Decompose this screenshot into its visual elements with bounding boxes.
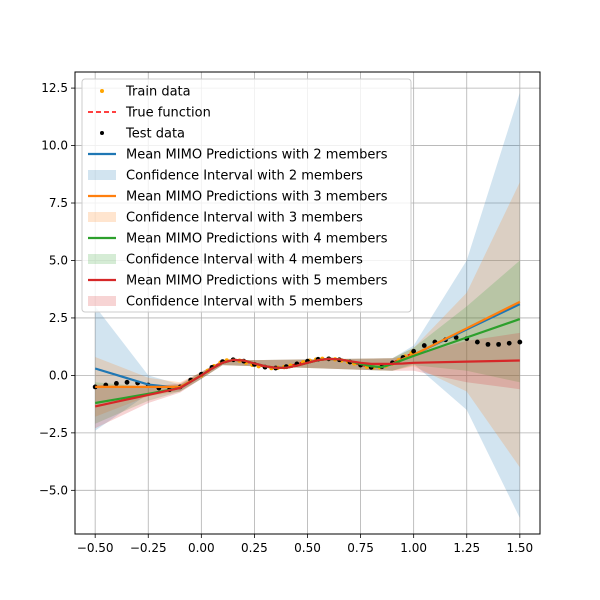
x-tick-label: 0.75	[347, 541, 374, 555]
legend-item: Train data	[100, 85, 191, 100]
prediction-lines	[94, 300, 521, 408]
legend-label: Mean MIMO Predictions with 3 members	[126, 190, 388, 205]
legend-box	[81, 78, 412, 313]
x-tick-label: 0.00	[188, 541, 215, 555]
test-point	[496, 341, 501, 347]
y-tick-label: 0.0	[49, 368, 68, 382]
legend-item: Mean MIMO Predictions with 2 members	[88, 148, 388, 163]
x-tick-label: −0.50	[77, 541, 114, 555]
prediction-line-5-members	[94, 357, 520, 408]
x-tick-label: 0.50	[294, 541, 321, 555]
legend-item: Confidence Interval with 3 members	[88, 211, 363, 226]
legend-item: Mean MIMO Predictions with 3 members	[88, 190, 388, 205]
legend-label: True function	[125, 106, 211, 121]
legend-item: Mean MIMO Predictions with 5 members	[88, 274, 388, 289]
y-tick-label: −5.0	[39, 483, 68, 497]
legend-item: Confidence Interval with 4 members	[88, 253, 363, 268]
legend-label: Test data	[125, 127, 185, 142]
y-tick-label: 12.5	[41, 81, 68, 95]
x-tick-label: 0.25	[241, 541, 268, 555]
legend: Train data True function Test data Mean MIM…	[81, 78, 412, 313]
legend-label: Confidence Interval with 3 members	[126, 211, 363, 226]
legend-label: Mean MIMO Predictions with 2 members	[126, 148, 388, 163]
legend-label: Mean MIMO Predictions with 4 members	[126, 232, 388, 247]
legend-marker	[100, 89, 104, 93]
x-tick-label: 1.25	[453, 541, 480, 555]
test-point	[485, 341, 491, 347]
legend-item: Confidence Interval with 2 members	[88, 169, 363, 184]
test-point	[114, 381, 119, 386]
y-tick-label: 5.0	[49, 253, 68, 267]
legend-marker	[100, 131, 104, 135]
legend-label: Confidence Interval with 4 members	[126, 253, 363, 268]
test-point	[421, 343, 427, 348]
legend-item: Mean MIMO Predictions with 4 members	[88, 232, 388, 247]
test-point	[453, 335, 459, 340]
legend-label: Confidence Interval with 5 members	[126, 295, 363, 310]
legend-label: Confidence Interval with 2 members	[126, 169, 363, 184]
test-point	[124, 379, 130, 385]
y-tick-label: 7.5	[49, 196, 68, 210]
legend-label: Train data	[125, 85, 191, 100]
legend-marker	[88, 296, 116, 306]
legend-item: True function	[88, 106, 211, 121]
x-tick-label: 1.00	[400, 541, 427, 555]
legend-item: Test data	[100, 127, 185, 142]
axis-ticks: −0.50 −0.25 0.00 0.25 0.50 0.75 1.00 1.25 1.50 −5…	[39, 81, 533, 555]
legend-marker	[88, 254, 116, 264]
legend-label: Mean MIMO Predictions with 5 members	[126, 274, 388, 289]
test-point	[92, 384, 98, 390]
test-point	[411, 348, 417, 354]
legend-marker	[88, 212, 116, 222]
test-point	[474, 339, 480, 345]
legend-marker	[88, 170, 116, 180]
y-tick-label: −2.5	[39, 426, 68, 440]
test-point	[506, 340, 512, 346]
x-tick-label: −0.25	[130, 541, 167, 555]
y-tick-label: 2.5	[49, 311, 68, 325]
x-tick-label: 1.50	[506, 541, 533, 555]
legend-item: Confidence Interval with 5 members	[88, 295, 363, 310]
y-tick-label: 10.0	[41, 139, 68, 153]
test-point	[517, 339, 523, 345]
